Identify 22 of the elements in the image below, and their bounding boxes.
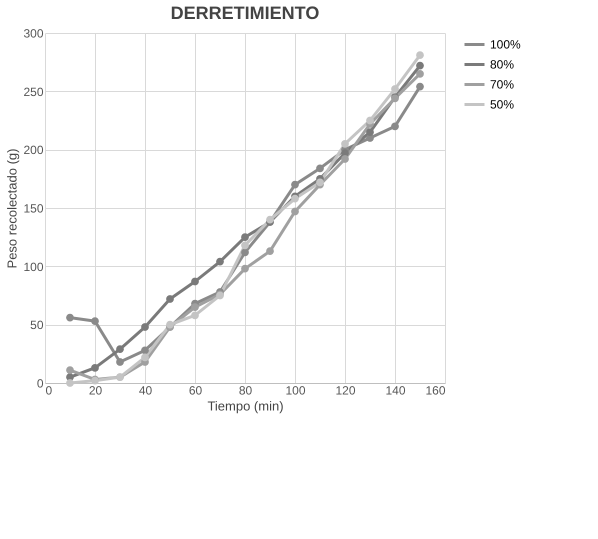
- legend-label: 80%: [490, 58, 514, 72]
- y-tick-label: 200: [23, 143, 44, 158]
- y-tick-label: 150: [23, 202, 44, 216]
- x-tick-label: 0: [46, 384, 52, 398]
- x-tick-label: 100: [285, 384, 306, 398]
- x-tick-label: 160: [425, 384, 446, 398]
- legend-label: 100%: [490, 38, 522, 52]
- x-tick-label: 60: [188, 384, 202, 398]
- chart-title: DERRETIMIENTO: [170, 3, 320, 23]
- y-tick-label: 100: [23, 260, 44, 274]
- x-tick-label: 80: [238, 384, 252, 398]
- x-tick-label: 120: [335, 384, 356, 398]
- y-axis-title: Peso recolectado (g): [4, 148, 20, 268]
- x-tick-label: 40: [138, 384, 152, 398]
- x-tick-label: 20: [88, 384, 102, 398]
- legend-label: 70%: [490, 78, 514, 92]
- x-tick-label: 140: [385, 384, 406, 398]
- y-tick-label: 50: [30, 318, 44, 332]
- legend-label: 50%: [490, 98, 514, 112]
- y-tick-label: 300: [23, 26, 44, 40]
- x-axis-title: Tiempo (min): [207, 398, 284, 414]
- y-tick-label: 250: [23, 84, 44, 99]
